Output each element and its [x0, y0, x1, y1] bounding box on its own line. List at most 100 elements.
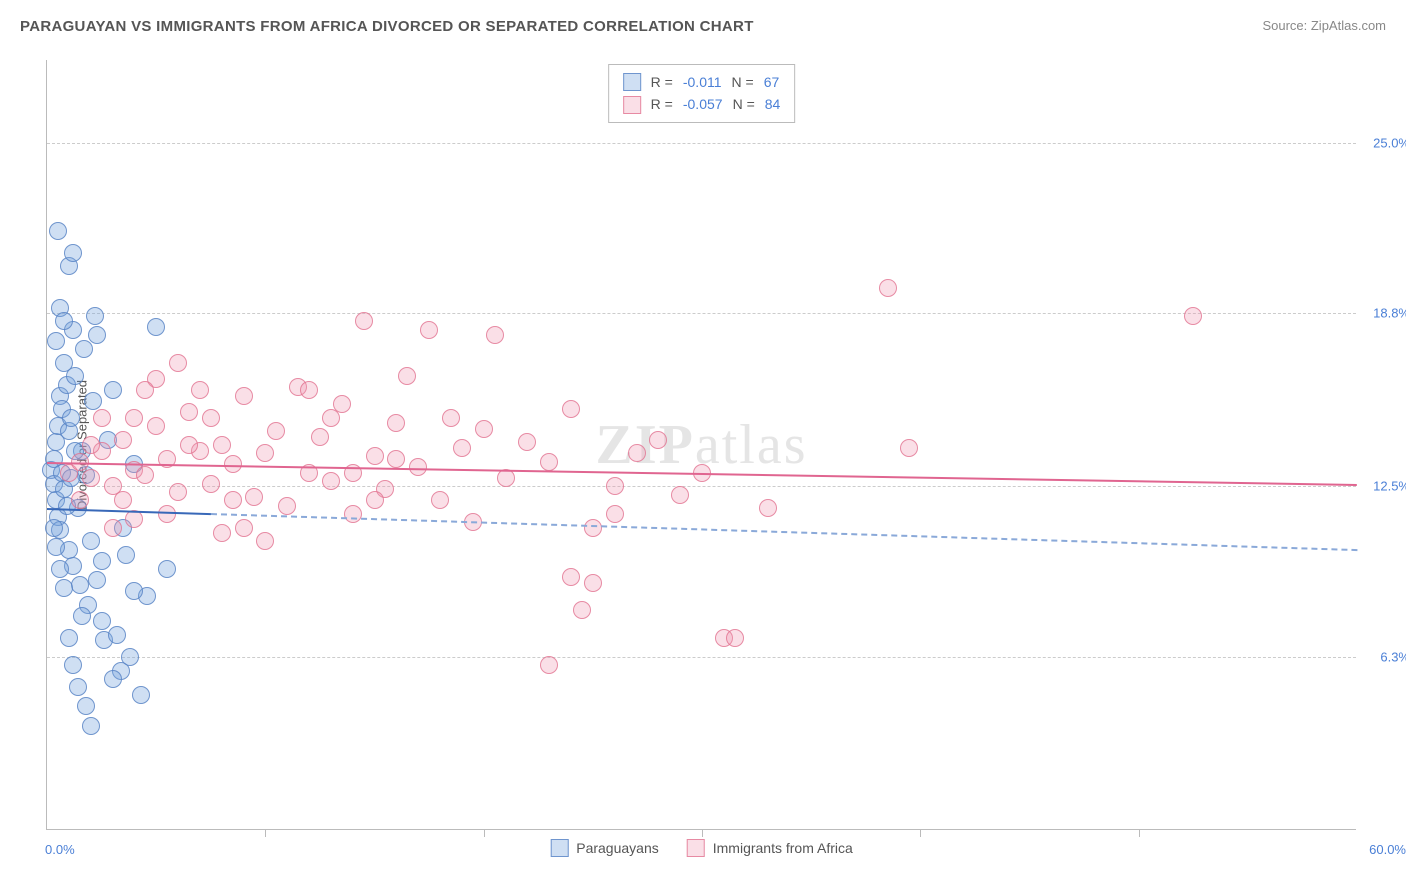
swatch-pink-icon	[623, 96, 641, 114]
data-point-pink	[726, 629, 744, 647]
legend-item-paraguayans: Paraguayans	[550, 839, 659, 857]
data-point-pink	[420, 321, 438, 339]
data-point-blue	[86, 307, 104, 325]
data-point-pink	[540, 453, 558, 471]
data-point-pink	[879, 279, 897, 297]
data-point-pink	[180, 403, 198, 421]
data-point-blue	[60, 629, 78, 647]
series-legend: Paraguayans Immigrants from Africa	[550, 839, 853, 857]
data-point-blue	[125, 582, 143, 600]
data-point-pink	[82, 469, 100, 487]
legend-row-blue: R = -0.011 N = 67	[623, 71, 781, 93]
y-tick-label: 18.8%	[1373, 306, 1406, 321]
data-point-pink	[606, 477, 624, 495]
data-point-blue	[73, 607, 91, 625]
chart-title: PARAGUAYAN VS IMMIGRANTS FROM AFRICA DIV…	[20, 18, 754, 35]
data-point-blue	[69, 678, 87, 696]
data-point-blue	[108, 626, 126, 644]
data-point-blue	[104, 670, 122, 688]
data-point-pink	[486, 326, 504, 344]
data-point-blue	[47, 538, 65, 556]
data-point-pink	[114, 431, 132, 449]
data-point-pink	[322, 472, 340, 490]
data-point-blue	[132, 686, 150, 704]
x-tick	[1139, 829, 1140, 837]
data-point-pink	[235, 519, 253, 537]
data-point-pink	[366, 447, 384, 465]
data-point-blue	[104, 381, 122, 399]
y-tick-label: 6.3%	[1380, 649, 1406, 664]
x-axis-min-label: 0.0%	[45, 842, 75, 857]
data-point-blue	[51, 560, 69, 578]
data-point-pink	[475, 420, 493, 438]
data-point-pink	[442, 409, 460, 427]
data-point-pink	[409, 458, 427, 476]
data-point-pink	[759, 499, 777, 517]
data-point-pink	[387, 414, 405, 432]
data-point-blue	[84, 392, 102, 410]
data-point-blue	[71, 576, 89, 594]
data-point-pink	[628, 444, 646, 462]
data-point-blue	[49, 222, 67, 240]
data-point-blue	[75, 340, 93, 358]
data-point-pink	[355, 312, 373, 330]
data-point-pink	[213, 524, 231, 542]
data-point-pink	[245, 488, 263, 506]
data-point-pink	[671, 486, 689, 504]
data-point-pink	[114, 491, 132, 509]
data-point-blue	[93, 552, 111, 570]
data-point-pink	[1184, 307, 1202, 325]
gridline	[47, 657, 1356, 658]
data-point-pink	[562, 568, 580, 586]
data-point-blue	[147, 318, 165, 336]
data-point-blue	[55, 312, 73, 330]
swatch-pink-icon	[687, 839, 705, 857]
data-point-pink	[191, 381, 209, 399]
data-point-pink	[431, 491, 449, 509]
trendline-blue-dashed	[211, 513, 1357, 551]
gridline	[47, 313, 1356, 314]
data-point-blue	[62, 409, 80, 427]
data-point-pink	[453, 439, 471, 457]
data-point-pink	[584, 574, 602, 592]
data-point-pink	[267, 422, 285, 440]
data-point-pink	[93, 409, 111, 427]
chart-container: PARAGUAYAN VS IMMIGRANTS FROM AFRICA DIV…	[0, 0, 1406, 892]
x-tick	[702, 829, 703, 837]
data-point-pink	[344, 505, 362, 523]
data-point-pink	[213, 436, 231, 454]
data-point-pink	[900, 439, 918, 457]
data-point-pink	[180, 436, 198, 454]
data-point-pink	[256, 444, 274, 462]
data-point-blue	[64, 656, 82, 674]
data-point-pink	[387, 450, 405, 468]
swatch-blue-icon	[550, 839, 568, 857]
data-point-blue	[88, 326, 106, 344]
data-point-pink	[366, 491, 384, 509]
data-point-pink	[136, 466, 154, 484]
data-point-pink	[202, 409, 220, 427]
data-point-blue	[158, 560, 176, 578]
data-point-pink	[311, 428, 329, 446]
data-point-blue	[88, 571, 106, 589]
data-point-pink	[256, 532, 274, 550]
swatch-blue-icon	[623, 73, 641, 91]
data-point-blue	[117, 546, 135, 564]
x-axis-max-label: 60.0%	[1369, 842, 1406, 857]
data-point-pink	[562, 400, 580, 418]
x-tick	[265, 829, 266, 837]
data-point-pink	[540, 656, 558, 674]
data-point-pink	[322, 409, 340, 427]
legend-row-pink: R = -0.057 N = 84	[623, 93, 781, 115]
data-point-pink	[518, 433, 536, 451]
data-point-pink	[398, 367, 416, 385]
data-point-pink	[573, 601, 591, 619]
data-point-blue	[47, 332, 65, 350]
data-point-blue	[45, 519, 63, 537]
legend-item-africa: Immigrants from Africa	[687, 839, 853, 857]
data-point-blue	[121, 648, 139, 666]
y-tick-label: 12.5%	[1373, 479, 1406, 494]
data-point-blue	[66, 367, 84, 385]
source-attribution: Source: ZipAtlas.com	[1262, 18, 1386, 33]
data-point-pink	[606, 505, 624, 523]
